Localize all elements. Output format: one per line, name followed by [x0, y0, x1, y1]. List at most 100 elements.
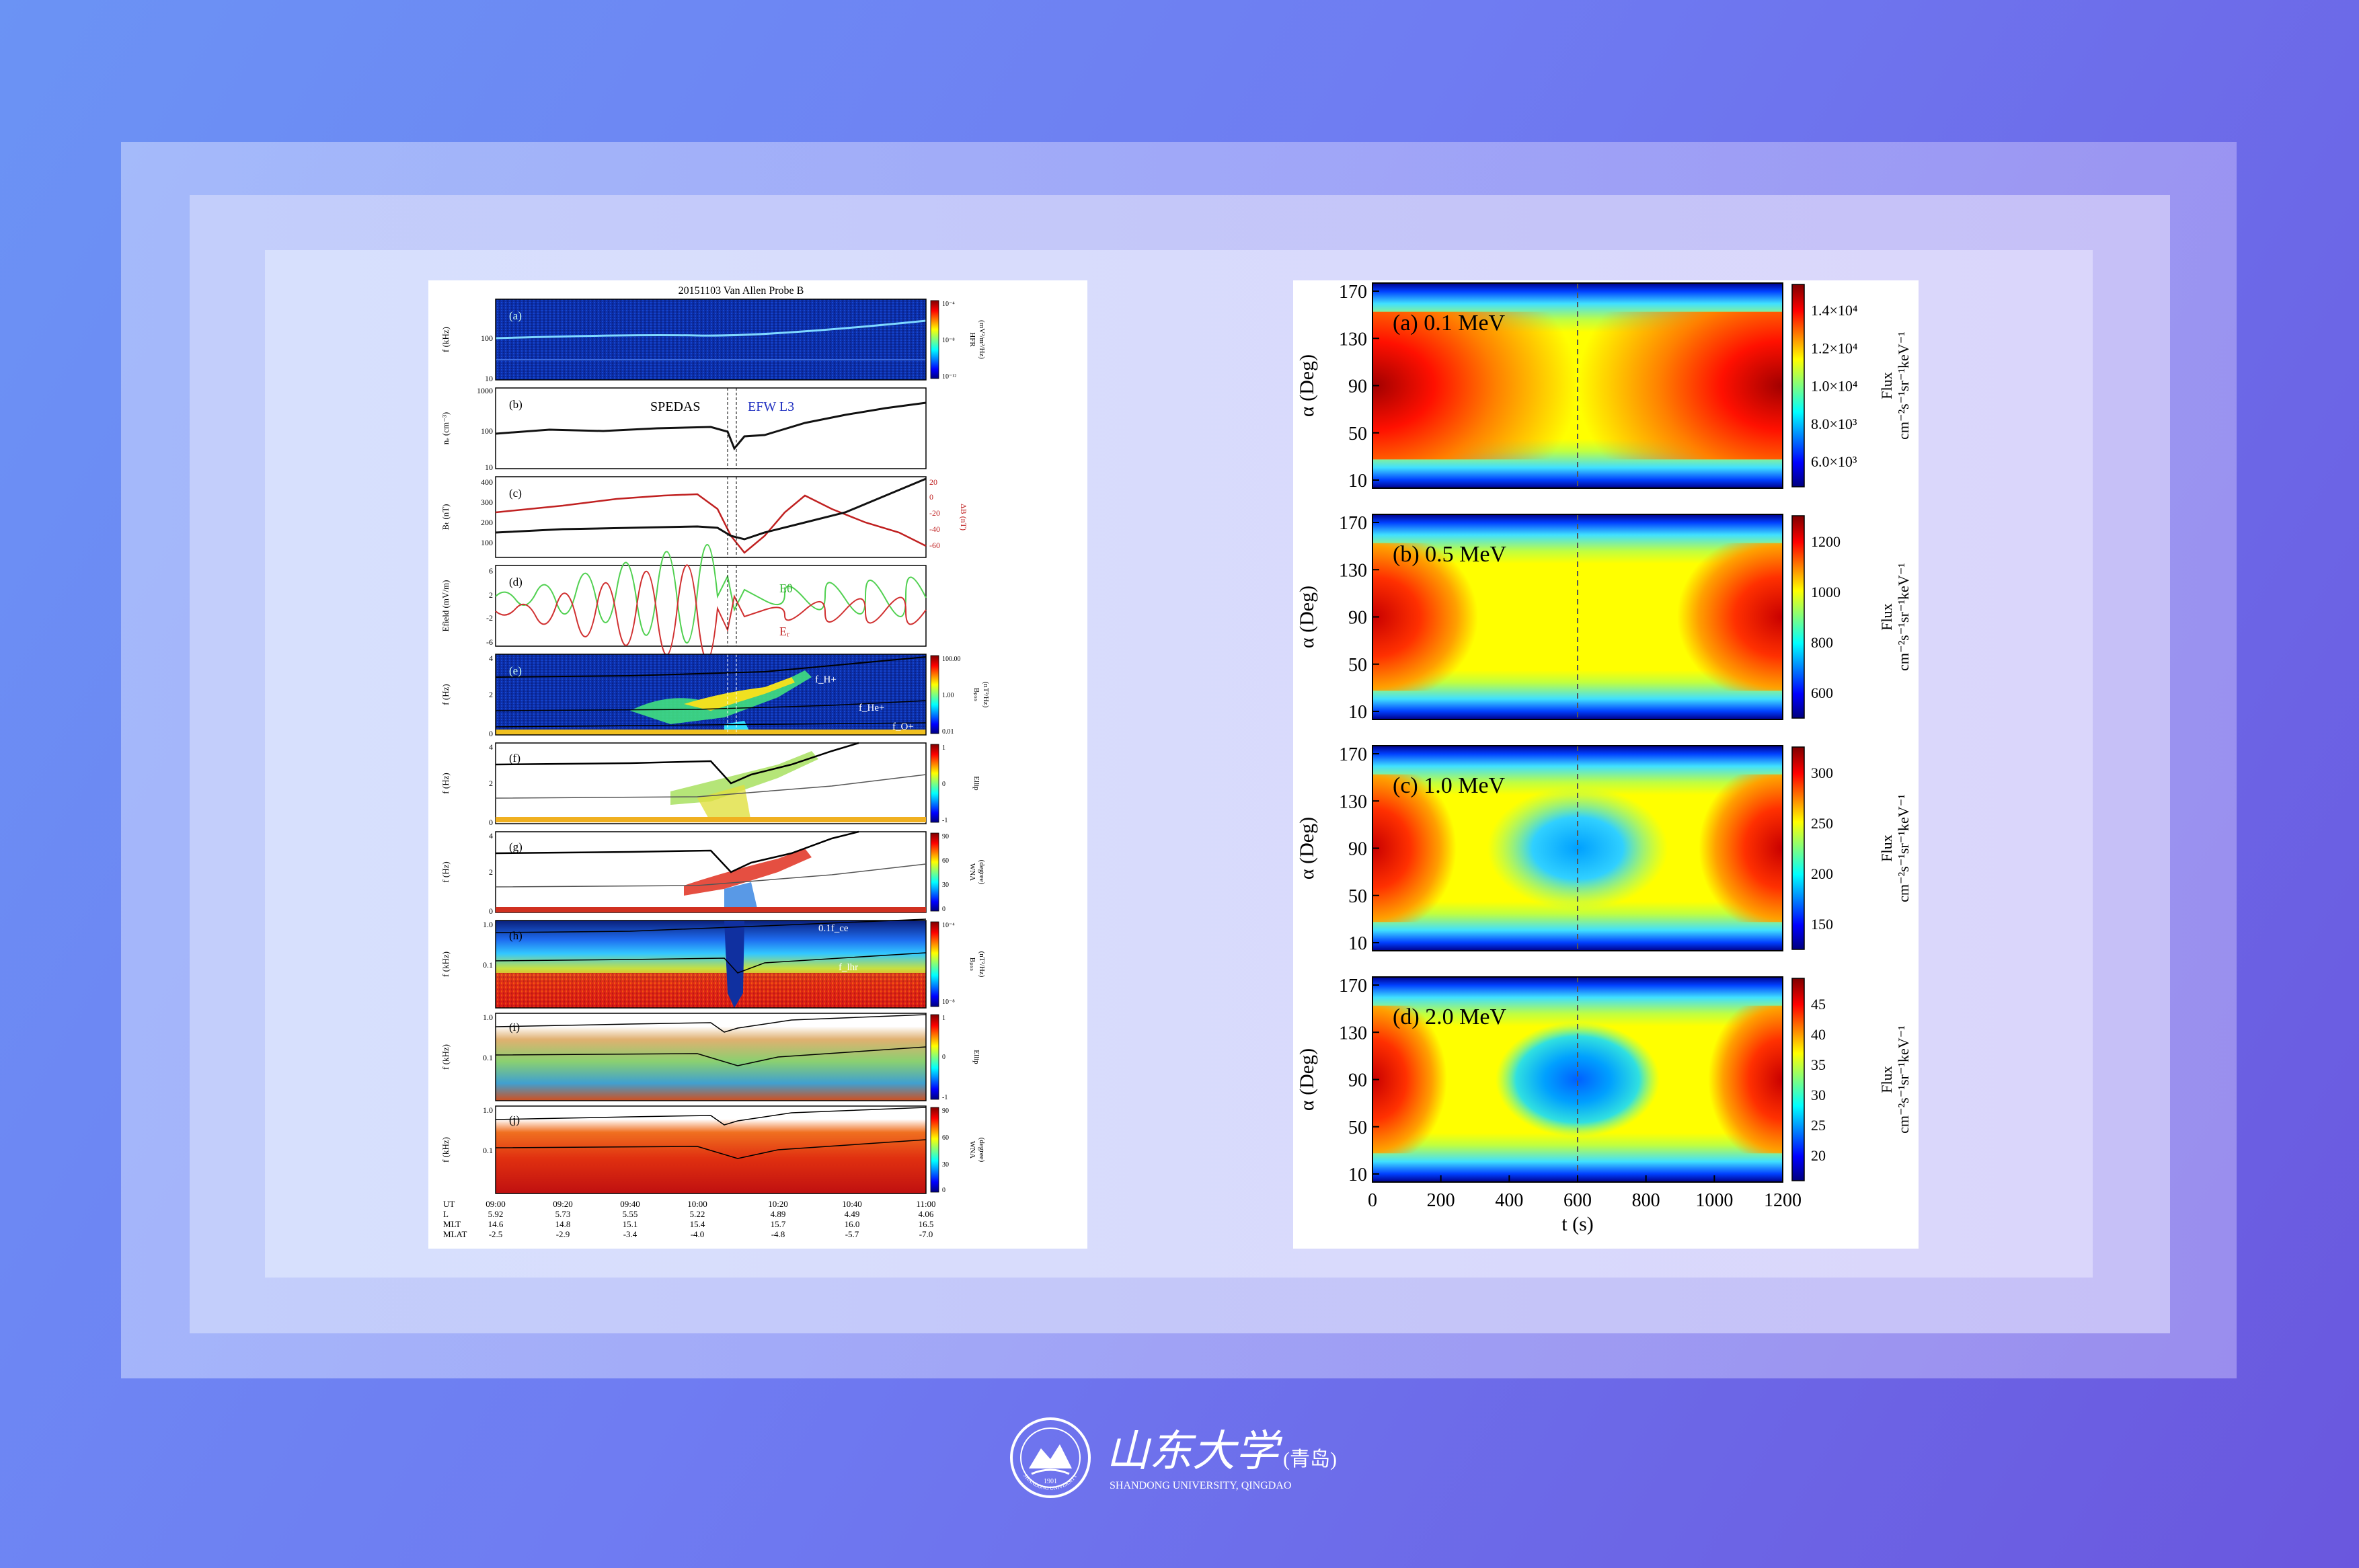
panel-g-cbar-unit: (degree)	[978, 860, 986, 885]
panel-h-chorus-spectrogram: (h) 0.1f_ce f_lhr f (kHz) 1.0 0.1 10⁻⁴ 1…	[440, 918, 986, 1009]
panel-f-ytick: 0	[489, 818, 493, 827]
ytick-label: 50	[1348, 886, 1367, 907]
flux-heatmap-cold-core	[1487, 787, 1668, 910]
xtick-label: 600	[1563, 1190, 1592, 1211]
panel-i-cbar-tick: 0	[942, 1054, 945, 1061]
ytick-label: 50	[1348, 1118, 1367, 1138]
panel-e-label: (e)	[509, 664, 522, 677]
panel-j-cbar-tick: 0	[942, 1187, 945, 1194]
panel-j-cbar-label: WNA	[968, 1141, 976, 1159]
flux-panel: (b) 0.5 MeV 170 130 90 50 10 α (Deg) 1200 1000 80…	[1296, 513, 1912, 723]
footer-cell: 14.6	[488, 1219, 504, 1229]
cbar-flux-label: Flux	[1878, 372, 1895, 399]
footer-cell: 15.4	[690, 1219, 705, 1229]
panel-d-label: (d)	[509, 576, 523, 588]
panel-h-ylabel: f (kHz)	[440, 951, 451, 977]
panel-c-magnetic-field: (c) Bₜ (nT) 400 300 200 100 20 0 -20 -40…	[440, 476, 968, 558]
panel-j-ylabel: f (kHz)	[440, 1137, 451, 1163]
panel-h-label: (h)	[509, 929, 523, 942]
cbar-unit-label: cm⁻²s⁻¹sr⁻¹keV⁻¹	[1895, 794, 1912, 902]
panel-i-cbar-tick: 1	[942, 1015, 945, 1022]
flux-panel: (c) 1.0 MeV 170 130 90 50 10 α (Deg) 300 250 200 1…	[1296, 744, 1912, 954]
flux-colorbar	[1791, 978, 1805, 1181]
cbar-tick-label: 800	[1811, 634, 1833, 651]
xtick-label: 400	[1495, 1190, 1523, 1211]
panel-b-density: (b) SPEDAS EFW L3 nₑ (cm⁻³) 1000 100 10	[440, 386, 927, 472]
panel-i-chorus-ellipticity: (i) f (kHz) 1.0 0.1 1 0 -1 Ellip	[440, 1013, 980, 1101]
cbar-tick-label: 1.4×10⁴	[1811, 302, 1858, 319]
footer-cell: 11:00	[916, 1199, 935, 1209]
xtick-label: 1200	[1764, 1190, 1802, 1211]
cbar-tick-label: 40	[1811, 1026, 1826, 1043]
flux-heatmap-hot-right	[1578, 311, 1783, 460]
footer-cell: 4.49	[845, 1209, 860, 1219]
panel-c-ytick: 300	[481, 498, 493, 507]
panel-i-cbar-tick: -1	[942, 1094, 948, 1101]
panel-f-ylabel: f (Hz)	[440, 773, 451, 793]
flux-panel: (a) 0.1 MeV 170 130 90 50 10 α (Deg) 1.4×10⁴ 1.2…	[1296, 282, 1912, 492]
campus-name-cn: (青岛)	[1283, 1448, 1337, 1471]
panel-f-cbar-tick: 0	[942, 781, 945, 788]
panel-j-cbar-tick: 90	[942, 1107, 949, 1115]
panel-c-rtick: -60	[929, 541, 940, 550]
xtick-label: 200	[1427, 1190, 1455, 1211]
footer-cell: 15.1	[623, 1219, 638, 1229]
flux-colorbar	[1791, 746, 1805, 950]
panel-c-ytick: 400	[481, 477, 493, 487]
panel-a-cbar-tick: 10⁻⁸	[942, 337, 955, 344]
cbar-tick-label: 1000	[1811, 584, 1841, 600]
university-seal-icon: 1901 SHANDONG UNIVERSITY	[1010, 1417, 1091, 1498]
efw-l3-label: EFW L3	[748, 399, 794, 414]
panel-a-cbar-label: HFR	[968, 332, 976, 347]
panel-g-ylabel: f (Hz)	[440, 861, 451, 882]
footer-cell: 15.7	[771, 1219, 786, 1229]
panel-c-rtick: 20	[929, 477, 937, 487]
ephemeris-footer-table: UT 09:00 09:20 09:40 10:00 10:20 10:40 11:00 L 5.…	[443, 1199, 936, 1239]
panel-c-ytick: 200	[481, 518, 493, 527]
panel-h-cbar-unit: (nT²/Hz)	[978, 951, 986, 978]
ytick-label: 50	[1348, 655, 1367, 676]
ytick-label: 90	[1348, 1070, 1367, 1091]
pitch-angle-ylabel: α (Deg)	[1296, 354, 1318, 417]
panel-g-label: (g)	[509, 840, 523, 853]
panel-c-rtick: -20	[929, 508, 940, 518]
cbar-tick-label: 300	[1811, 765, 1833, 781]
ytick-label: 170	[1339, 976, 1367, 996]
ytick-label: 10	[1348, 1165, 1367, 1185]
footer-cell: -7.0	[919, 1229, 933, 1239]
panel-j-ytick: 0.1	[483, 1146, 493, 1155]
ytick-label: 170	[1339, 744, 1367, 765]
seal-year: 1901	[1044, 1478, 1057, 1485]
panel-g-ytick: 0	[489, 906, 493, 916]
pitch-angle-ylabel: α (Deg)	[1296, 817, 1318, 879]
flux-heatmap-hot-right	[1658, 1005, 1783, 1154]
panel-a-label: (a)	[509, 309, 522, 322]
panel-a-cbar-unit: (mV²/m²/Hz)	[978, 320, 986, 359]
pitch-angle-ylabel: α (Deg)	[1296, 586, 1318, 648]
ytick-label: 130	[1339, 1023, 1367, 1044]
ytick-label: 130	[1339, 560, 1367, 581]
cbar-tick-label: 8.0×10³	[1811, 416, 1857, 432]
footer-cell: 09:40	[620, 1199, 640, 1209]
panel-f-ytick: 4	[489, 742, 493, 752]
f-lhr-label: f_lhr	[839, 962, 858, 973]
flux-colorbar	[1791, 515, 1805, 719]
footer-cell: 09:20	[553, 1199, 573, 1209]
footer-cell: 10:40	[842, 1199, 862, 1209]
ytick-label: 130	[1339, 791, 1367, 812]
figure-title: 20151103 Van Allen Probe B	[679, 285, 804, 297]
panel-g-cbar-label: WNA	[968, 863, 976, 881]
footer-cell: 14.8	[555, 1219, 571, 1229]
spedas-label: SPEDAS	[650, 399, 700, 414]
cbar-flux-label: Flux	[1878, 603, 1895, 630]
panel-a-hfr-spectrogram: (a) f (kHz) 100 10 10⁻⁴ 10⁻⁸ 10⁻¹² HFR (…	[440, 299, 986, 383]
cbar-tick-label: 35	[1811, 1056, 1826, 1073]
flux-heatmap-hot-left	[1372, 311, 1578, 460]
panel-f-ellipticity: (f) f (Hz) 4 2 0 1 0 -1 Ellip	[440, 742, 980, 827]
panel-energy-label: (d) 2.0 MeV	[1393, 1005, 1506, 1029]
ytick-label: 90	[1348, 377, 1367, 397]
footer-cell: 5.55	[623, 1209, 638, 1219]
cbar-unit-label: cm⁻²s⁻¹sr⁻¹keV⁻¹	[1895, 563, 1912, 671]
footer-cell: -4.0	[691, 1229, 705, 1239]
panel-d-ytick: -2	[486, 613, 493, 623]
